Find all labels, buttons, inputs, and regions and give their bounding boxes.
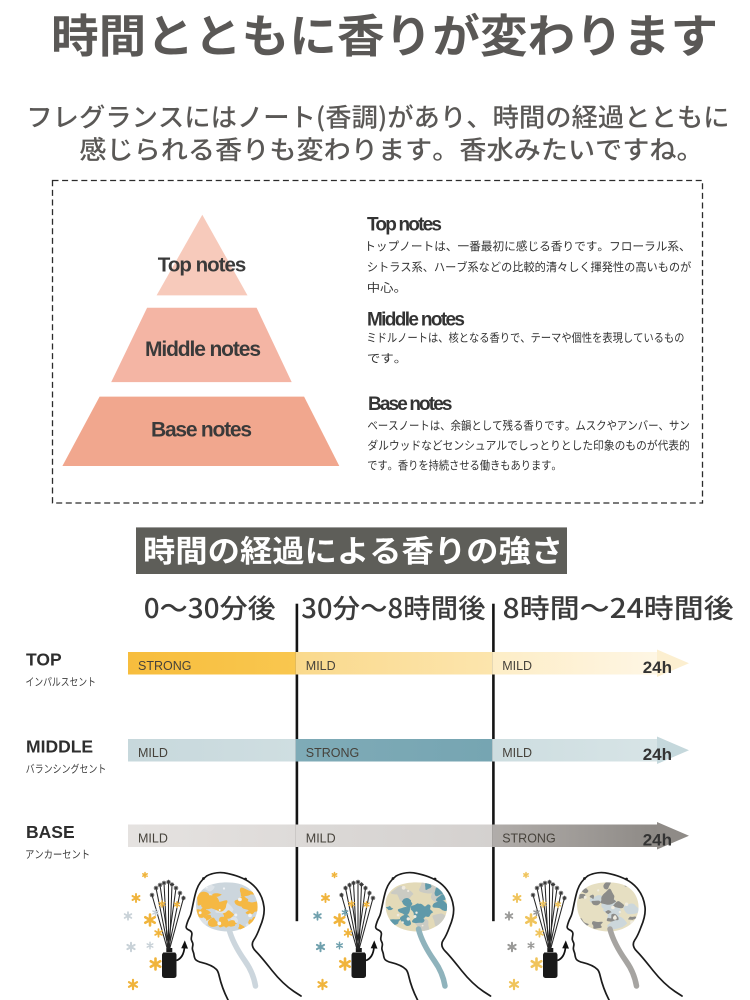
svg-text:MILD: MILD — [138, 832, 168, 846]
svg-text:TOP: TOP — [26, 649, 62, 669]
svg-text:MILD: MILD — [502, 746, 532, 760]
svg-text:Top notes: Top notes — [367, 215, 442, 236]
svg-text:Top notes: Top notes — [158, 254, 247, 277]
svg-text:MILD: MILD — [306, 659, 336, 673]
svg-text:Base notes: Base notes — [151, 419, 252, 442]
svg-text:24h: 24h — [643, 658, 672, 677]
svg-text:MILD: MILD — [502, 659, 532, 673]
svg-text:Middle notes: Middle notes — [367, 309, 465, 330]
svg-text:24h: 24h — [643, 831, 672, 850]
svg-text:STRONG: STRONG — [502, 832, 555, 846]
svg-text:MILD: MILD — [306, 832, 336, 846]
svg-text:Middle notes: Middle notes — [145, 338, 261, 361]
svg-text:BASE: BASE — [26, 822, 75, 842]
svg-text:Base notes: Base notes — [368, 394, 453, 415]
svg-text:STRONG: STRONG — [306, 746, 359, 760]
svg-text:MILD: MILD — [138, 746, 168, 760]
svg-text:STRONG: STRONG — [138, 659, 191, 673]
svg-text:MIDDLE: MIDDLE — [26, 736, 93, 756]
svg-text:24h: 24h — [643, 745, 672, 764]
